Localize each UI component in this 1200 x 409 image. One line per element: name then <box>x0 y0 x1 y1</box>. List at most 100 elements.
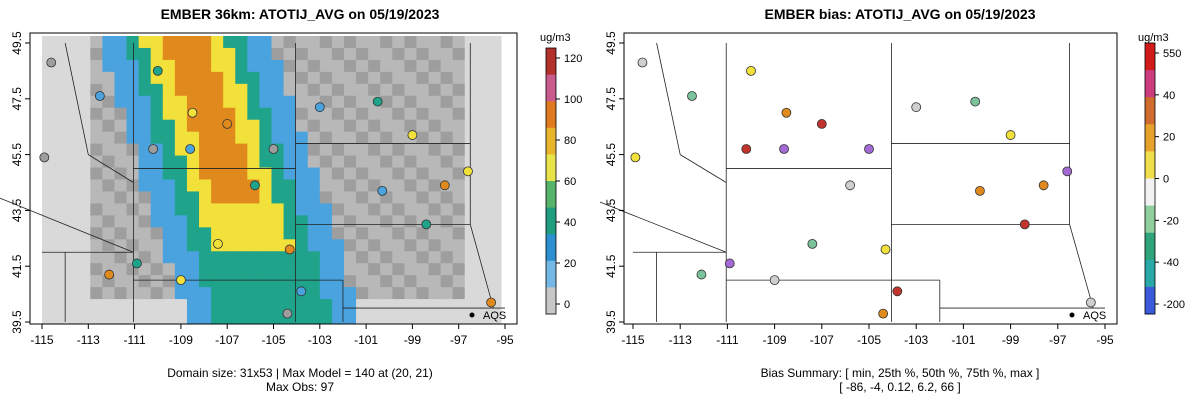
grid-cell <box>416 143 430 157</box>
colorbar-tick-label: 100 <box>564 94 582 106</box>
grid-cell <box>162 191 176 204</box>
grid-cell <box>66 36 79 49</box>
bias-point <box>1005 130 1016 140</box>
bias-point <box>769 275 780 286</box>
colorbar-cell <box>546 127 556 135</box>
grid-cell <box>150 299 164 312</box>
grid-cell <box>392 167 405 180</box>
grid-cell <box>295 47 309 61</box>
grid-cell <box>319 119 333 133</box>
grid-cell <box>416 299 430 312</box>
grid-cell <box>223 251 236 264</box>
grid-cell <box>247 275 260 288</box>
grid-cell <box>368 167 381 180</box>
bias-point <box>630 152 641 163</box>
grid-cell <box>90 143 103 157</box>
border-line <box>88 154 134 183</box>
grid-cell <box>186 167 200 180</box>
grid-cell <box>440 131 454 145</box>
grid-cell <box>150 36 164 49</box>
grid-cell <box>138 215 152 228</box>
grid-cell <box>211 107 224 121</box>
grid-cell <box>416 311 430 324</box>
grid-cell <box>150 131 164 145</box>
bias-point <box>779 144 789 154</box>
y-tick-label: 45.5 <box>10 143 24 167</box>
grid-cell <box>235 131 248 145</box>
colorbar-cell <box>546 167 556 175</box>
grid-cell <box>428 179 442 192</box>
grid-cell <box>114 299 128 312</box>
grid-cell <box>368 203 381 216</box>
grid-cell <box>331 119 345 133</box>
grid-cell <box>186 155 200 169</box>
colorbar-cell <box>1145 43 1155 51</box>
grid-cell <box>331 275 345 288</box>
grid-cell <box>186 275 200 288</box>
grid-cell <box>380 311 393 324</box>
grid-cell <box>78 275 91 288</box>
grid-cell <box>199 36 212 49</box>
colorbar-ticks: 550 40 20 0 -20 -40 -200 <box>1155 48 1185 311</box>
grid-cell <box>259 263 272 276</box>
grid-cell <box>307 203 321 216</box>
grid-cell <box>271 299 285 312</box>
bias-point <box>1019 219 1030 230</box>
border-line <box>0 197 134 253</box>
grid-cell <box>90 263 103 276</box>
grid-cell <box>392 71 405 85</box>
grid-cell <box>162 155 176 169</box>
colorbar-cell <box>546 214 556 222</box>
grid-cell <box>186 203 200 216</box>
grid-cell <box>211 179 224 192</box>
grid-cell <box>199 47 212 61</box>
grid-cell <box>368 107 381 121</box>
grid-cell <box>464 275 478 288</box>
grid-cell <box>126 155 140 169</box>
grid-cell <box>271 263 285 276</box>
grid-cell <box>440 311 454 324</box>
grid-cell <box>440 47 454 61</box>
grid-cell <box>235 71 248 85</box>
grid-cell <box>331 71 345 85</box>
grid-cell <box>211 36 224 49</box>
grid-cell <box>428 83 442 97</box>
grid-cell <box>138 143 152 157</box>
grid-cell <box>174 131 188 145</box>
grid-cell <box>235 36 248 49</box>
grid-cell <box>54 107 67 121</box>
grid-cell <box>186 227 200 240</box>
grid-cell <box>199 251 212 264</box>
grid-cell <box>404 239 417 252</box>
grid-cell <box>211 251 224 264</box>
grid-cell <box>211 131 224 145</box>
grid-cell <box>440 95 454 109</box>
grid-cell <box>440 287 454 300</box>
grid-cell <box>199 143 212 157</box>
grid-cell <box>452 251 466 264</box>
grid-cell <box>356 251 369 264</box>
bias-point <box>816 119 827 129</box>
grid-cell <box>174 311 188 324</box>
colorbar-tick-label: 40 <box>564 217 576 229</box>
grid-cell <box>380 215 393 228</box>
grid-cell <box>404 287 417 300</box>
grid-cell <box>66 311 79 324</box>
grid-cell <box>295 275 309 288</box>
grid-cell <box>356 155 369 169</box>
grid-cell <box>54 59 67 73</box>
grid-cell <box>235 203 248 216</box>
grid-cell <box>174 95 188 109</box>
grid-cell <box>464 119 478 133</box>
grid-cell <box>416 83 430 97</box>
grid-cell <box>126 287 140 300</box>
grid-cell <box>307 47 321 61</box>
colorbar-cell <box>1145 56 1155 64</box>
y-tick-label: 49.5 <box>10 31 24 55</box>
grid-cell <box>199 299 212 312</box>
obs-point <box>94 91 105 101</box>
grid-cell <box>307 239 321 252</box>
grid-cell <box>380 227 393 240</box>
grid-cell <box>235 107 248 121</box>
colorbar-cell <box>546 247 556 255</box>
